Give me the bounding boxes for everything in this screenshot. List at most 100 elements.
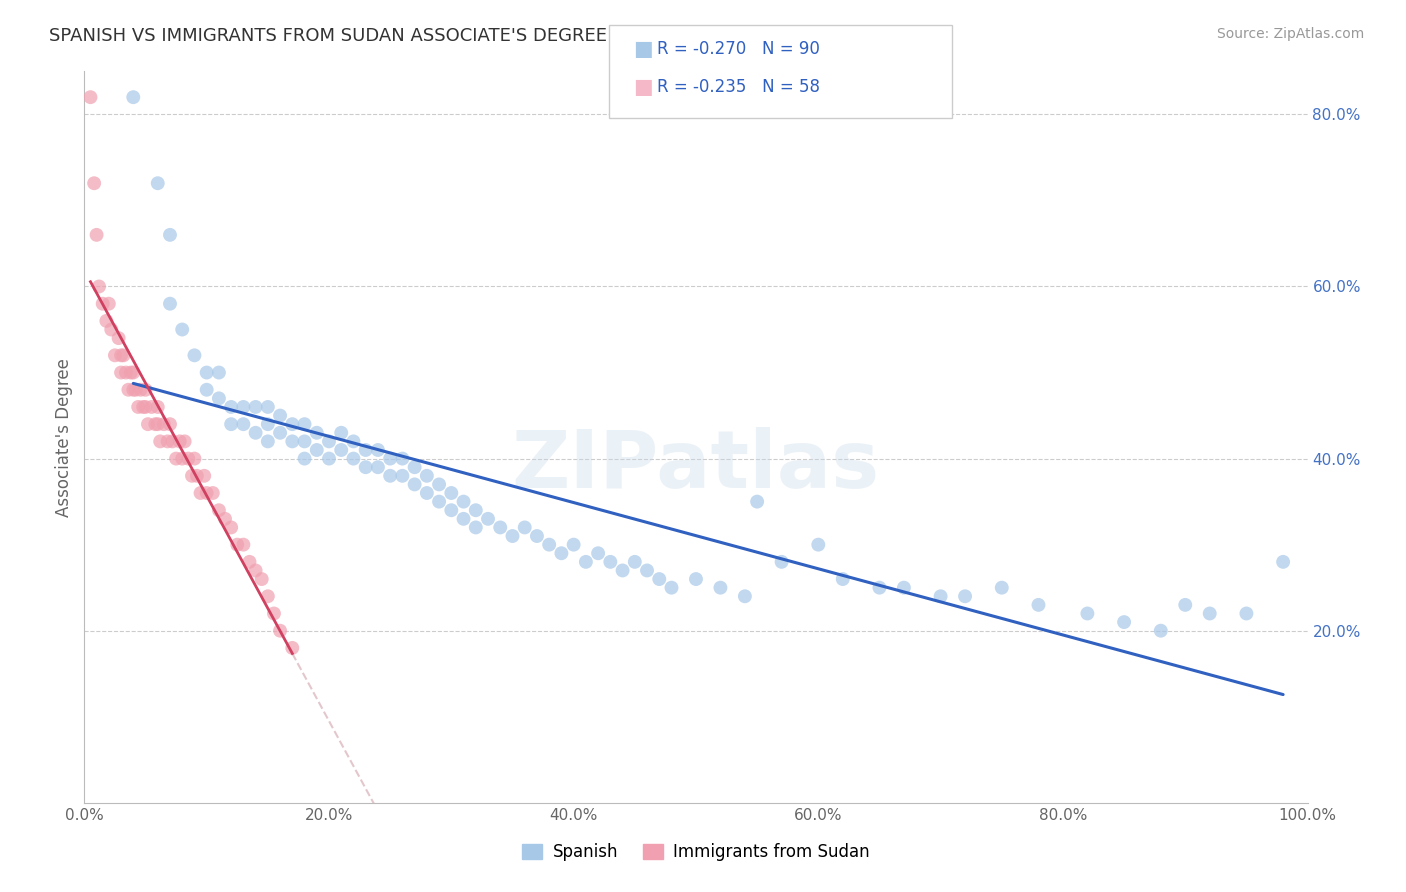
Point — [245, 425, 267, 440]
Point — [294, 451, 316, 466]
Point — [831, 572, 853, 586]
Point — [1174, 598, 1197, 612]
Point — [190, 486, 212, 500]
Point — [250, 572, 273, 586]
Point — [464, 503, 486, 517]
Point — [117, 383, 139, 397]
Point — [193, 468, 215, 483]
Point — [562, 538, 585, 552]
Point — [1150, 624, 1173, 638]
Point — [440, 503, 463, 517]
Point — [869, 581, 891, 595]
Point — [120, 366, 142, 380]
Point — [770, 555, 793, 569]
Point — [165, 451, 187, 466]
Point — [342, 451, 364, 466]
Point — [153, 417, 176, 432]
Point — [129, 383, 152, 397]
Point — [624, 555, 647, 569]
Point — [526, 529, 548, 543]
Point — [159, 296, 181, 310]
Point — [110, 348, 132, 362]
Point — [477, 512, 499, 526]
Point — [269, 425, 291, 440]
Point — [143, 417, 166, 432]
Point — [1076, 607, 1098, 621]
Text: R = -0.235   N = 58: R = -0.235 N = 58 — [657, 78, 820, 96]
Point — [685, 572, 707, 586]
Point — [440, 486, 463, 500]
Point — [208, 366, 231, 380]
Point — [586, 546, 609, 560]
Point — [1272, 555, 1295, 569]
Point — [489, 520, 512, 534]
Y-axis label: Associate's Degree: Associate's Degree — [55, 358, 73, 516]
Point — [226, 538, 249, 552]
Point — [245, 400, 267, 414]
Point — [269, 409, 291, 423]
Text: Source: ZipAtlas.com: Source: ZipAtlas.com — [1216, 27, 1364, 41]
Point — [232, 538, 254, 552]
Point — [245, 564, 267, 578]
Point — [159, 417, 181, 432]
Point — [281, 434, 304, 449]
Point — [183, 348, 205, 362]
Point — [172, 322, 194, 336]
Point — [135, 400, 157, 414]
Point — [807, 538, 830, 552]
Point — [127, 400, 149, 414]
Point — [181, 468, 204, 483]
Point — [464, 520, 486, 534]
Point — [342, 434, 364, 449]
Point — [305, 425, 328, 440]
Point — [1236, 607, 1258, 621]
Point — [195, 486, 218, 500]
Point — [156, 434, 179, 449]
Point — [330, 442, 353, 457]
Point — [232, 400, 254, 414]
Point — [427, 477, 450, 491]
Point — [115, 366, 138, 380]
Point — [391, 451, 413, 466]
Point — [208, 392, 231, 406]
Point — [257, 434, 280, 449]
Point — [257, 589, 280, 603]
Point — [354, 460, 377, 475]
Point — [110, 366, 132, 380]
Point — [87, 279, 110, 293]
Point — [112, 348, 135, 362]
Point — [648, 572, 671, 586]
Point — [367, 460, 389, 475]
Point — [427, 494, 450, 508]
Point — [612, 564, 634, 578]
Point — [169, 434, 191, 449]
Point — [354, 442, 377, 457]
Point — [550, 546, 572, 560]
Point — [195, 383, 218, 397]
Point — [263, 607, 285, 621]
Point — [1198, 607, 1220, 621]
Point — [186, 468, 208, 483]
Point — [636, 564, 658, 578]
Text: ■: ■ — [633, 78, 652, 97]
Point — [953, 589, 976, 603]
Point — [318, 434, 340, 449]
Point — [136, 417, 159, 432]
Point — [318, 451, 340, 466]
Point — [893, 581, 915, 595]
Point — [79, 90, 101, 104]
Point — [219, 520, 242, 534]
Legend: Spanish, Immigrants from Sudan: Spanish, Immigrants from Sudan — [516, 837, 876, 868]
Point — [104, 348, 127, 362]
Point — [122, 90, 145, 104]
Point — [135, 383, 157, 397]
Point — [502, 529, 524, 543]
Point — [146, 176, 169, 190]
Point — [709, 581, 731, 595]
Point — [132, 400, 155, 414]
Point — [513, 520, 536, 534]
Point — [453, 494, 475, 508]
Text: R = -0.270   N = 90: R = -0.270 N = 90 — [657, 40, 820, 58]
Point — [146, 400, 169, 414]
Point — [416, 468, 439, 483]
